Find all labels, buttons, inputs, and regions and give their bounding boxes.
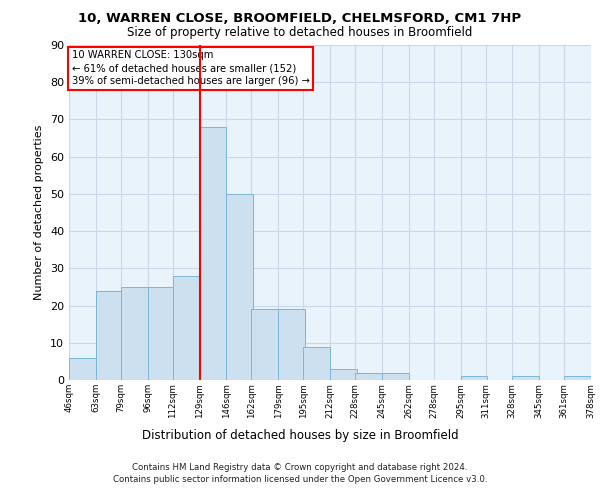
Text: 10, WARREN CLOSE, BROOMFIELD, CHELMSFORD, CM1 7HP: 10, WARREN CLOSE, BROOMFIELD, CHELMSFORD… [79, 12, 521, 26]
Bar [199, 127, 226, 380]
Bar [512, 376, 539, 380]
Text: 10 WARREN CLOSE: 130sqm
← 61% of detached houses are smaller (152)
39% of semi-d: 10 WARREN CLOSE: 130sqm ← 61% of detache… [71, 50, 310, 86]
Bar [330, 369, 357, 380]
Bar [303, 346, 330, 380]
Bar [355, 372, 382, 380]
Bar [96, 290, 122, 380]
Bar [173, 276, 199, 380]
Bar [461, 376, 487, 380]
Bar [121, 287, 148, 380]
Bar [251, 310, 278, 380]
Bar [564, 376, 591, 380]
Y-axis label: Number of detached properties: Number of detached properties [34, 125, 44, 300]
Bar [278, 310, 305, 380]
Bar [69, 358, 96, 380]
Text: Size of property relative to detached houses in Broomfield: Size of property relative to detached ho… [127, 26, 473, 39]
Text: Contains HM Land Registry data © Crown copyright and database right 2024.: Contains HM Land Registry data © Crown c… [132, 464, 468, 472]
Text: Distribution of detached houses by size in Broomfield: Distribution of detached houses by size … [142, 430, 458, 442]
Bar [148, 287, 175, 380]
Bar [226, 194, 253, 380]
Text: Contains public sector information licensed under the Open Government Licence v3: Contains public sector information licen… [113, 475, 487, 484]
Bar [382, 372, 409, 380]
